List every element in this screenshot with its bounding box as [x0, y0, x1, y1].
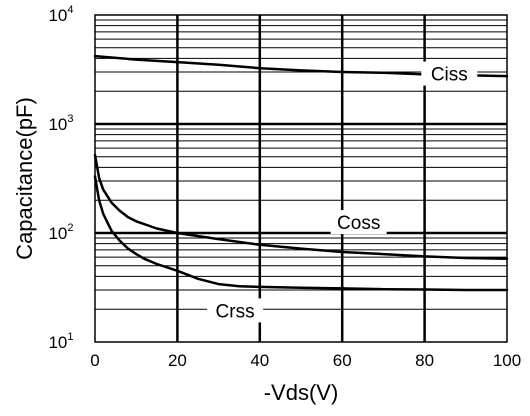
x-tick-labels: 0 20 40 60 80 100 [90, 351, 521, 370]
y-tick-label: 101 [48, 331, 73, 352]
x-tick-label: 40 [250, 351, 269, 370]
x-tick-label: 20 [168, 351, 187, 370]
plot-frame [94, 14, 508, 343]
minor-grid [95, 19, 507, 310]
series-label-background [207, 298, 264, 323]
y-tick-labels: 101 102 103 104 [48, 4, 73, 352]
x-tick-label: 80 [415, 351, 434, 370]
x-tick-label: 0 [90, 351, 99, 370]
series-line-coss [93, 153, 509, 261]
series-line-crss [93, 175, 509, 292]
y-axis-title: Capacitance(pF) [12, 97, 37, 260]
series-label-ciss: Ciss [431, 65, 468, 86]
x-tick-label: 100 [493, 351, 521, 370]
y-tick-label: 103 [48, 113, 73, 134]
series-label-crss: Crss [216, 301, 255, 322]
x-tick-label: 60 [333, 351, 352, 370]
y-tick-label: 104 [48, 4, 73, 25]
x-axis-title: -Vds(V) [264, 380, 339, 405]
series-label-background [330, 210, 387, 235]
series-label-coss: Coss [337, 213, 380, 234]
series-label-layer: Ciss Coss Crss [207, 61, 478, 323]
series-label-background [421, 61, 478, 86]
y-tick-label: 102 [48, 222, 73, 243]
